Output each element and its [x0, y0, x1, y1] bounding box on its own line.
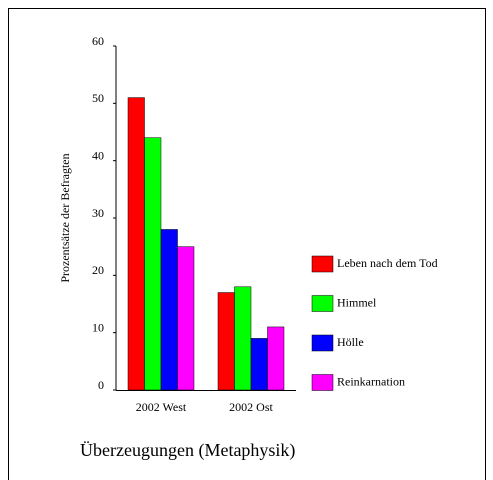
bar: [160, 229, 178, 391]
bar: [177, 246, 195, 391]
legend-label: Hölle: [337, 335, 364, 349]
bar: [144, 137, 162, 391]
y-tick-label: 50: [92, 91, 104, 105]
y-axis-label: Prozentsätze der Befragten: [58, 153, 72, 282]
y-tick-label: 10: [92, 320, 104, 334]
legend-swatch: [311, 295, 334, 312]
legend-label: Himmel: [337, 295, 377, 309]
chart-title: Überzeugungen (Metaphysik): [80, 440, 295, 461]
x-tick-label: 2002 West: [136, 400, 187, 414]
bar: [234, 286, 252, 391]
y-tick-label: 0: [98, 378, 104, 392]
y-tick-label: 20: [92, 263, 104, 277]
bar: [267, 326, 285, 391]
x-tick-label: 2002 Ost: [229, 400, 273, 414]
legend-swatch: [311, 255, 334, 273]
legend-label: Reinkarnation: [337, 374, 405, 388]
legend-label: Leben nach dem Tod: [337, 256, 438, 270]
y-tick-label: 30: [92, 206, 104, 220]
bar: [127, 97, 145, 391]
legend-swatch: [311, 334, 334, 352]
legend-swatch: [311, 374, 334, 391]
y-tick-label: 40: [92, 148, 104, 162]
y-tick-label: 60: [92, 34, 104, 48]
bar: [250, 338, 268, 391]
frame: [8, 8, 486, 480]
bar: [217, 292, 235, 391]
